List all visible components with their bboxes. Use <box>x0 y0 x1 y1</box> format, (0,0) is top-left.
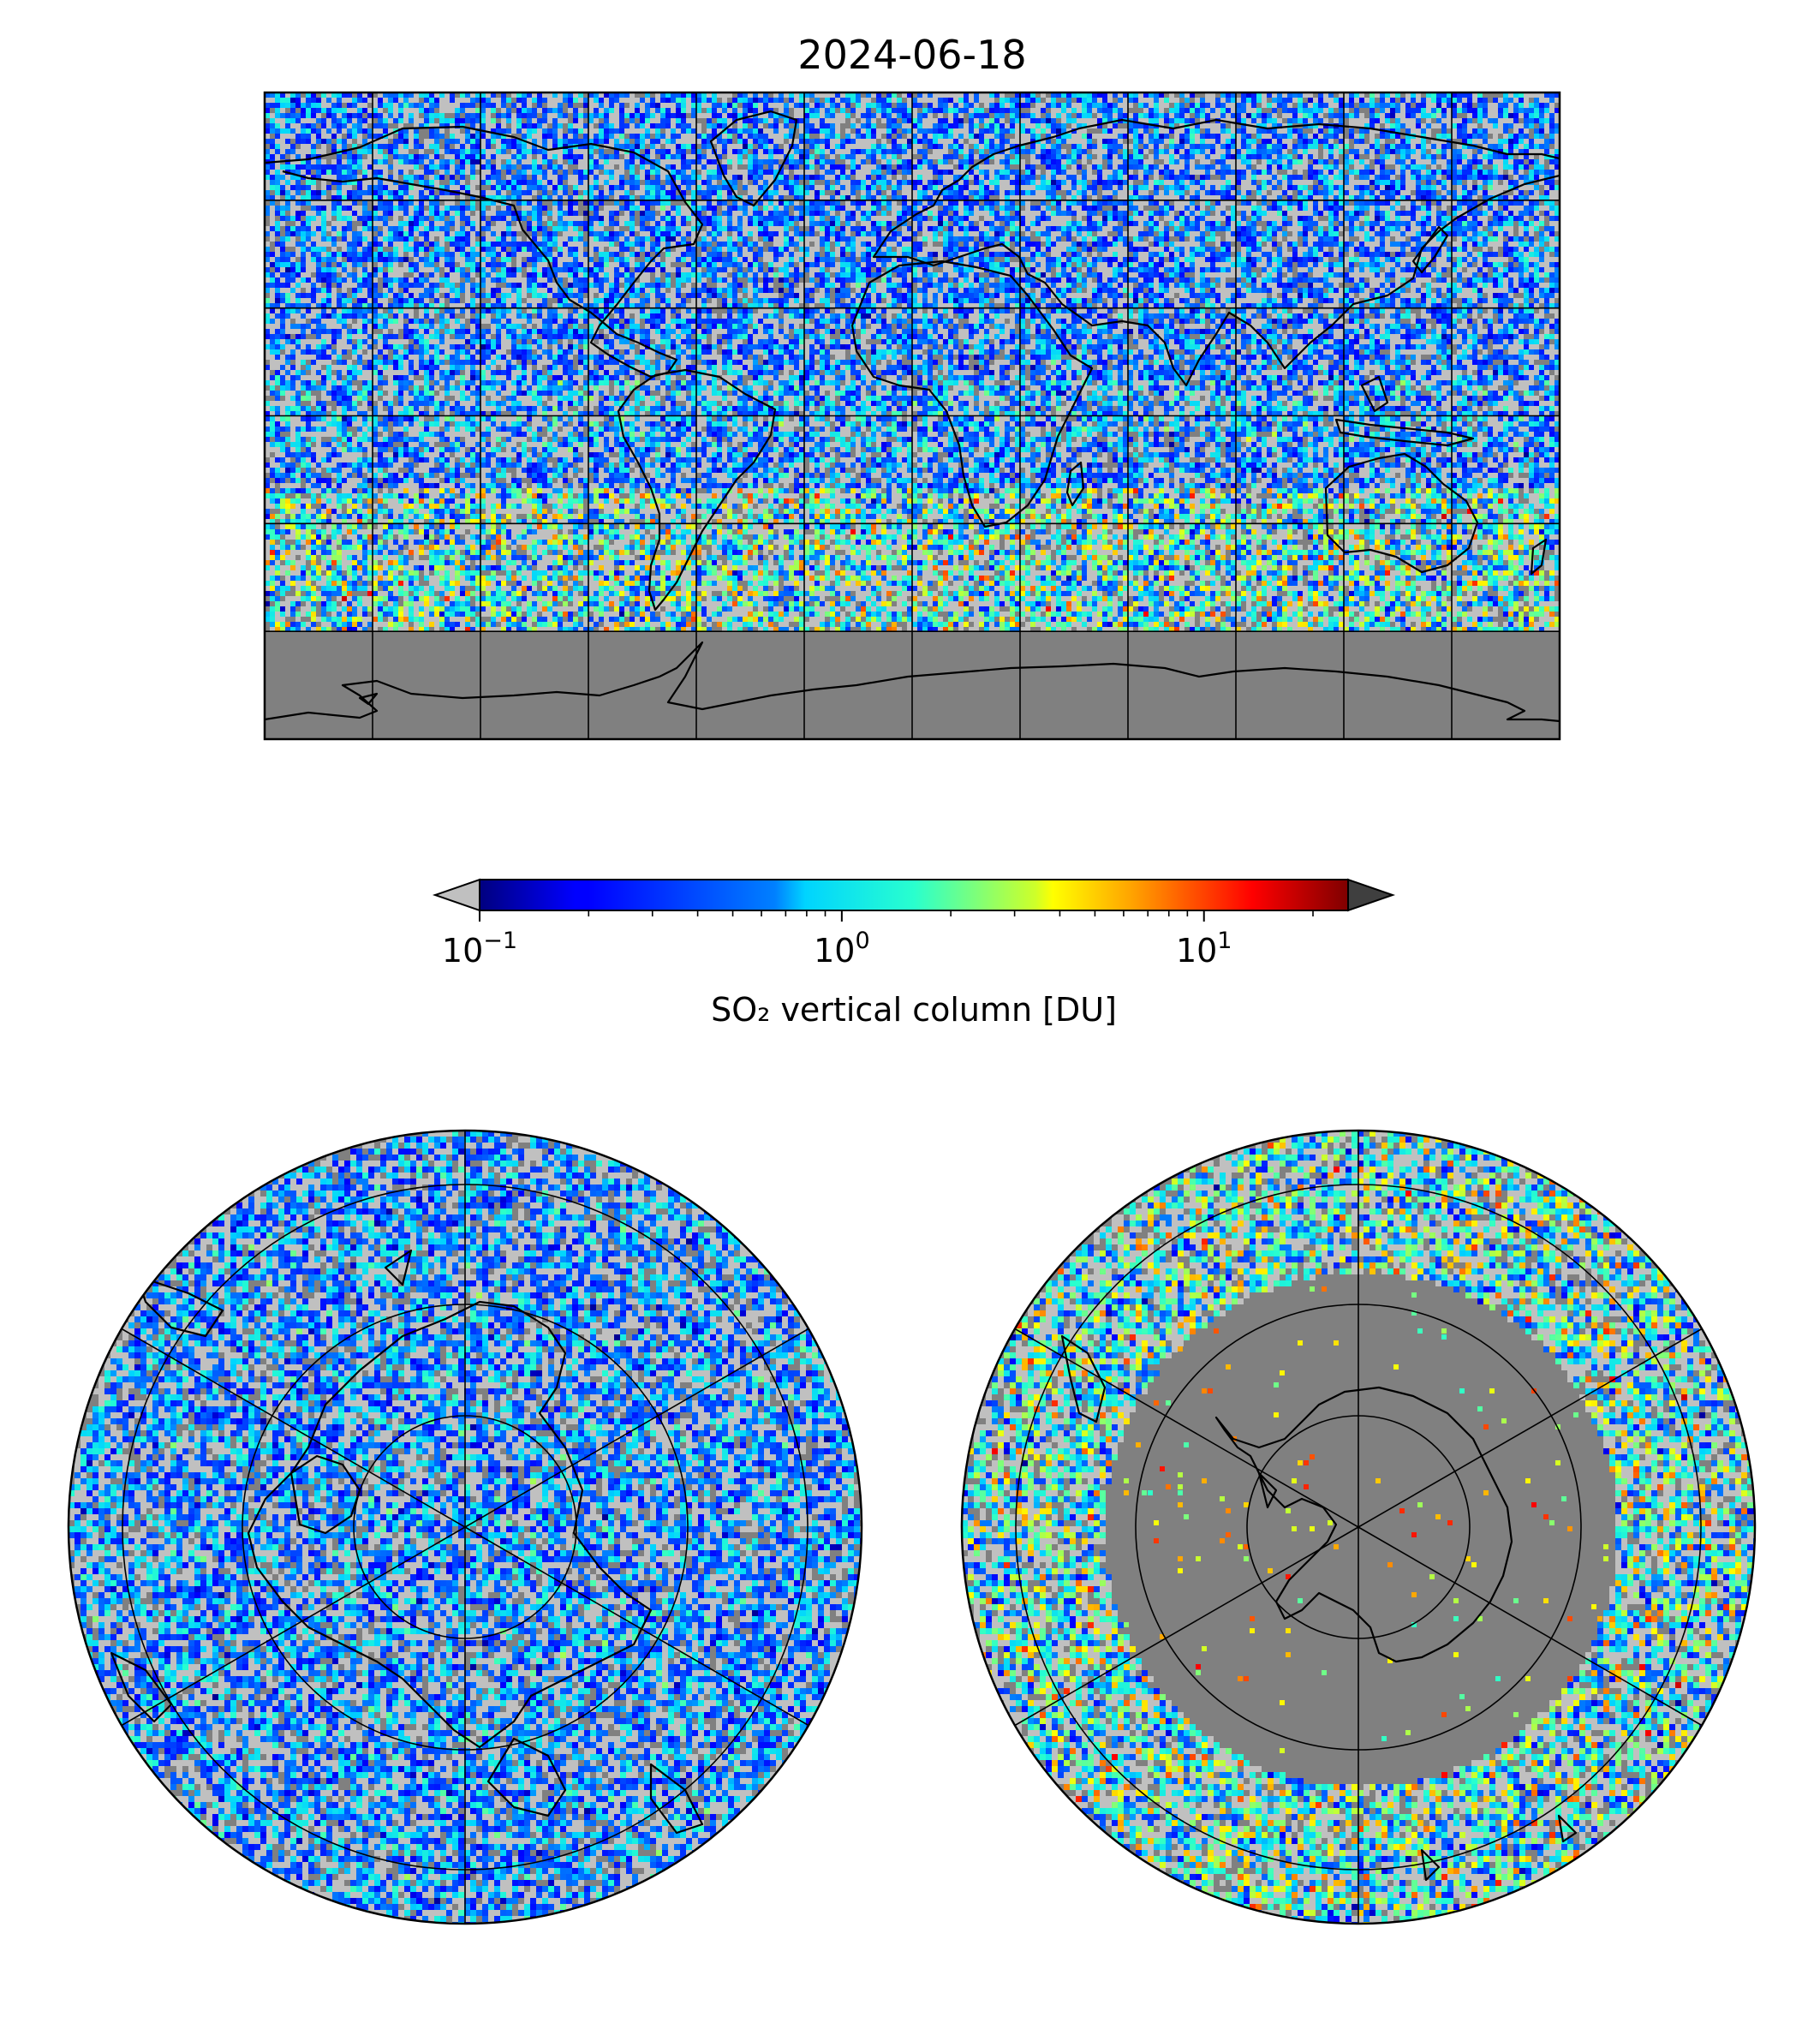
south-polar-map <box>960 1129 1757 1925</box>
map-frame <box>263 91 1561 741</box>
colorbar-tick-label: 101 <box>1176 928 1232 970</box>
so2-pixel-field <box>69 1131 862 1924</box>
colorbar-label: SO₂ vertical column [DU] <box>711 991 1117 1029</box>
so2-pixel-field <box>265 92 1560 632</box>
colorbar-over-extension <box>1347 878 1396 912</box>
map-frame <box>960 1129 1757 1925</box>
north-polar-map <box>67 1129 863 1925</box>
coastlines <box>265 110 1560 723</box>
colorbar-gradient <box>480 880 1348 910</box>
colorbar: 10−1 100 101 SO₂ vertical column [DU] <box>432 878 1396 1029</box>
colorbar-under-extension <box>432 878 480 912</box>
coastlines <box>1060 1334 1578 1882</box>
map-frame <box>67 1129 863 1925</box>
figure-title: 2024-06-18 <box>797 32 1026 78</box>
gridlines <box>265 92 1560 739</box>
coastlines <box>110 1249 704 1835</box>
global-equirectangular-map <box>263 91 1561 741</box>
gridlines <box>1009 1131 1708 1924</box>
colorbar-frame <box>479 879 1349 911</box>
colorbar-tick-label: 10−1 <box>442 928 517 970</box>
gridlines <box>116 1131 815 1924</box>
colorbar-ticks: 10−1 100 101 <box>442 910 1314 970</box>
so2-pixel-field <box>962 1131 1755 1924</box>
colorbar-tick-label: 100 <box>814 928 870 970</box>
